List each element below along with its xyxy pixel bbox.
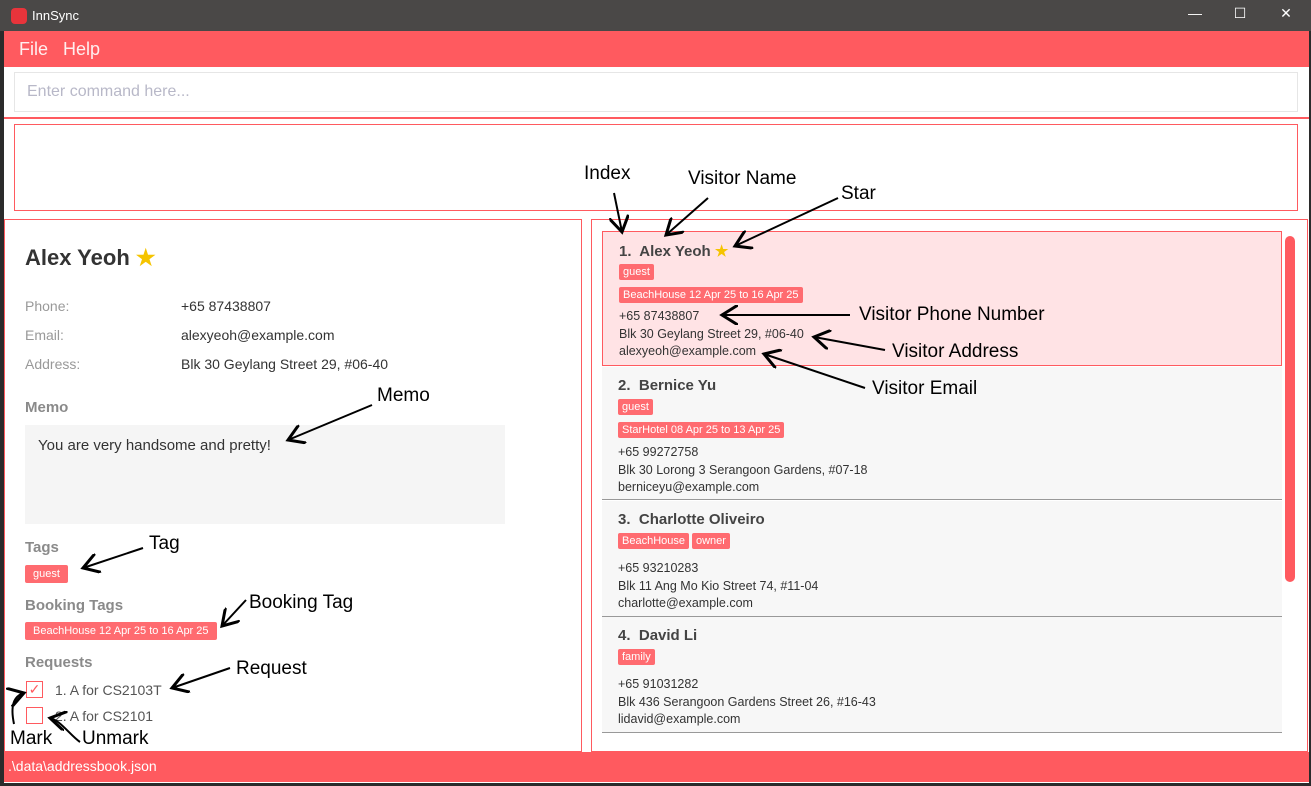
result-display <box>14 124 1298 211</box>
status-bar: .\data\addressbook.json <box>4 752 1309 782</box>
tag: guest <box>25 565 68 583</box>
annotation-visitor-name: Visitor Name <box>688 168 797 189</box>
card-phone: +65 93210283 <box>618 561 699 575</box>
divider <box>4 117 1309 119</box>
command-input[interactable] <box>14 72 1298 112</box>
visitor-card[interactable]: 3. Charlotte Oliveiro BeachHouse owner +… <box>602 501 1282 617</box>
card-booking-tag: BeachHouse 12 Apr 25 to 16 Apr 25 <box>619 287 803 303</box>
requests-heading: Requests <box>25 654 93 671</box>
card-address: Blk 30 Geylang Street 29, #06-40 <box>619 327 804 341</box>
address-label: Address: <box>25 356 81 372</box>
card-name: Alex Yeoh <box>639 243 711 260</box>
visitor-card-selected[interactable]: 1. Alex Yeoh ★ guest BeachHouse 12 Apr 2… <box>602 231 1282 366</box>
phone-label: Phone: <box>25 298 70 314</box>
card-phone: +65 87438807 <box>619 309 700 323</box>
app-window: File Help Alex Yeoh ★ Phone: +65 8743880… <box>4 31 1309 783</box>
menu-help[interactable]: Help <box>63 39 101 59</box>
annotation-mark: Mark <box>10 728 53 749</box>
card-index: 4. <box>618 627 631 644</box>
card-booking-tag: StarHotel 08 Apr 25 to 13 Apr 25 <box>618 422 785 438</box>
annotation-tag: Tag <box>149 533 180 554</box>
booking-tags-heading: Booking Tags <box>25 597 124 614</box>
card-email: alexyeoh@example.com <box>619 344 757 358</box>
scrollbar[interactable] <box>1285 236 1295 582</box>
detail-name-text: Alex Yeoh <box>25 245 130 270</box>
booking-tag: BeachHouse 12 Apr 25 to 16 Apr 25 <box>25 622 217 640</box>
tags-heading: Tags <box>25 539 59 556</box>
request-checkbox-checked[interactable]: ✓ <box>26 681 43 698</box>
window-title: InnSync <box>32 8 79 23</box>
card-name: Bernice Yu <box>638 377 717 394</box>
title-bar: InnSync — ☐ ✕ <box>0 0 1311 31</box>
star-icon: ★ <box>135 245 156 270</box>
card-email: berniceyu@example.com <box>618 480 760 494</box>
close-button[interactable]: ✕ <box>1280 5 1292 21</box>
email-label: Email: <box>25 327 64 343</box>
address-value: Blk 30 Geylang Street 29, #06-40 <box>181 356 389 372</box>
card-tag: guest <box>618 399 653 415</box>
request-checkbox-unchecked[interactable] <box>26 707 43 724</box>
visitor-card[interactable]: 2. Bernice Yu guest StarHotel 08 Apr 25 … <box>602 367 1282 500</box>
menu-file[interactable]: File <box>19 39 49 59</box>
app-logo-icon <box>11 8 27 24</box>
phone-value: +65 87438807 <box>181 298 271 314</box>
card-tag: family <box>618 649 655 665</box>
annotation-index: Index <box>584 163 631 184</box>
annotation-star: Star <box>841 183 876 204</box>
card-name: Charlotte Oliveiro <box>638 511 765 528</box>
visitor-list-panel: 1. Alex Yeoh ★ guest BeachHouse 12 Apr 2… <box>591 219 1308 752</box>
card-email: charlotte@example.com <box>618 596 753 610</box>
visitor-detail-panel: Alex Yeoh ★ Phone: +65 87438807 Email: a… <box>4 219 582 752</box>
annotation-email: Visitor Email <box>872 378 978 399</box>
annotation-phone: Visitor Phone Number <box>859 304 1045 325</box>
card-tag: guest <box>619 264 654 280</box>
card-phone: +65 91031282 <box>618 677 699 691</box>
detail-name: Alex Yeoh ★ <box>25 245 156 271</box>
annotation-booking-tag: Booking Tag <box>249 592 354 613</box>
star-icon: ★ <box>714 243 729 260</box>
card-tag: owner <box>692 533 730 549</box>
card-title: 2. Bernice Yu <box>618 377 716 394</box>
card-title: 1. Alex Yeoh ★ <box>619 242 728 260</box>
card-name: David Li <box>638 627 698 644</box>
annotation-address: Visitor Address <box>892 341 1019 362</box>
visitor-card[interactable]: 4. David Li family +65 91031282 Blk 436 … <box>602 617 1282 733</box>
card-email: lidavid@example.com <box>618 712 741 726</box>
card-index: 1. <box>619 243 632 260</box>
card-title: 3. Charlotte Oliveiro <box>618 511 765 528</box>
memo-box: You are very handsome and pretty! <box>25 425 505 524</box>
memo-heading: Memo <box>25 399 69 416</box>
card-phone: +65 99272758 <box>618 445 699 459</box>
request-item: 2. A for CS2101 <box>55 708 154 724</box>
request-item: 1. A for CS2103T <box>55 682 162 698</box>
card-index: 3. <box>618 511 631 528</box>
card-address: Blk 436 Serangoon Gardens Street 26, #16… <box>618 695 876 709</box>
card-address: Blk 11 Ang Mo Kio Street 74, #11-04 <box>618 579 819 593</box>
card-title: 4. David Li <box>618 627 697 644</box>
annotation-request: Request <box>236 658 307 679</box>
card-address: Blk 30 Lorong 3 Serangoon Gardens, #07-1… <box>618 463 868 477</box>
annotation-memo: Memo <box>377 385 430 406</box>
email-value: alexyeoh@example.com <box>181 327 335 343</box>
maximize-button[interactable]: ☐ <box>1233 5 1247 21</box>
minimize-button[interactable]: — <box>1188 5 1202 21</box>
card-tag: BeachHouse <box>618 533 689 549</box>
card-index: 2. <box>618 377 631 394</box>
annotation-unmark: Unmark <box>82 728 149 749</box>
menu-bar: File Help <box>4 31 1309 67</box>
